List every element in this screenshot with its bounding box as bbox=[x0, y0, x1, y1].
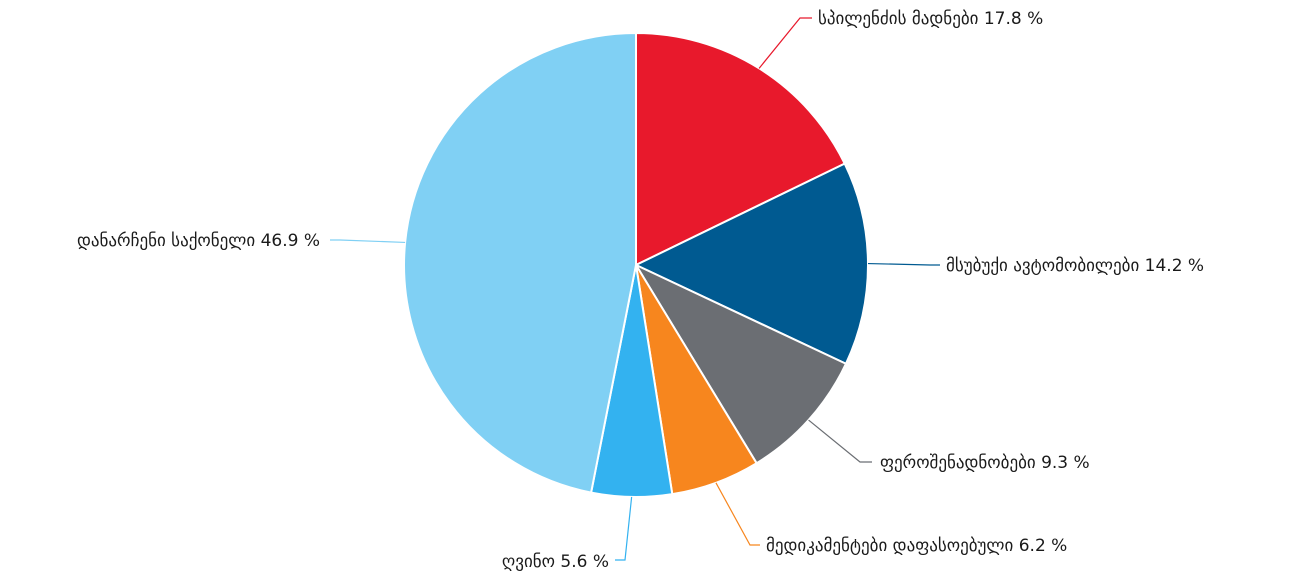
pie-slice-3 bbox=[635, 264, 847, 465]
leader-line-3 bbox=[808, 419, 872, 463]
pie-slice-6 bbox=[403, 32, 637, 494]
slice-label-1: სპილენძის მადნები 17.8 % bbox=[818, 9, 1043, 29]
slice-label-4: მედიკამენტები დაფასოებული 6.2 % bbox=[766, 536, 1067, 556]
slice-label-6: დანარჩენი საქონელი 46.9 % bbox=[77, 231, 320, 251]
slice-labels: სპილენძის მადნები 17.8 % მსუბუქი ავტომობი… bbox=[77, 9, 1204, 572]
pie-slice-2 bbox=[635, 162, 869, 365]
leader-line-1 bbox=[758, 17, 812, 69]
slice-label-5: ღვინო 5.6 % bbox=[502, 552, 609, 572]
leader-line-5 bbox=[615, 496, 633, 561]
leader-line-2 bbox=[867, 262, 940, 266]
pie-slice-1 bbox=[635, 32, 846, 266]
slice-label-2: მსუბუქი ავტომობილები 14.2 % bbox=[946, 256, 1204, 276]
pie-slices bbox=[403, 32, 869, 498]
leader-lines bbox=[330, 17, 940, 561]
slice-label-3: ფეროშენადნობები 9.3 % bbox=[880, 453, 1090, 473]
leader-line-6 bbox=[330, 239, 406, 244]
leader-line-4 bbox=[715, 482, 760, 546]
